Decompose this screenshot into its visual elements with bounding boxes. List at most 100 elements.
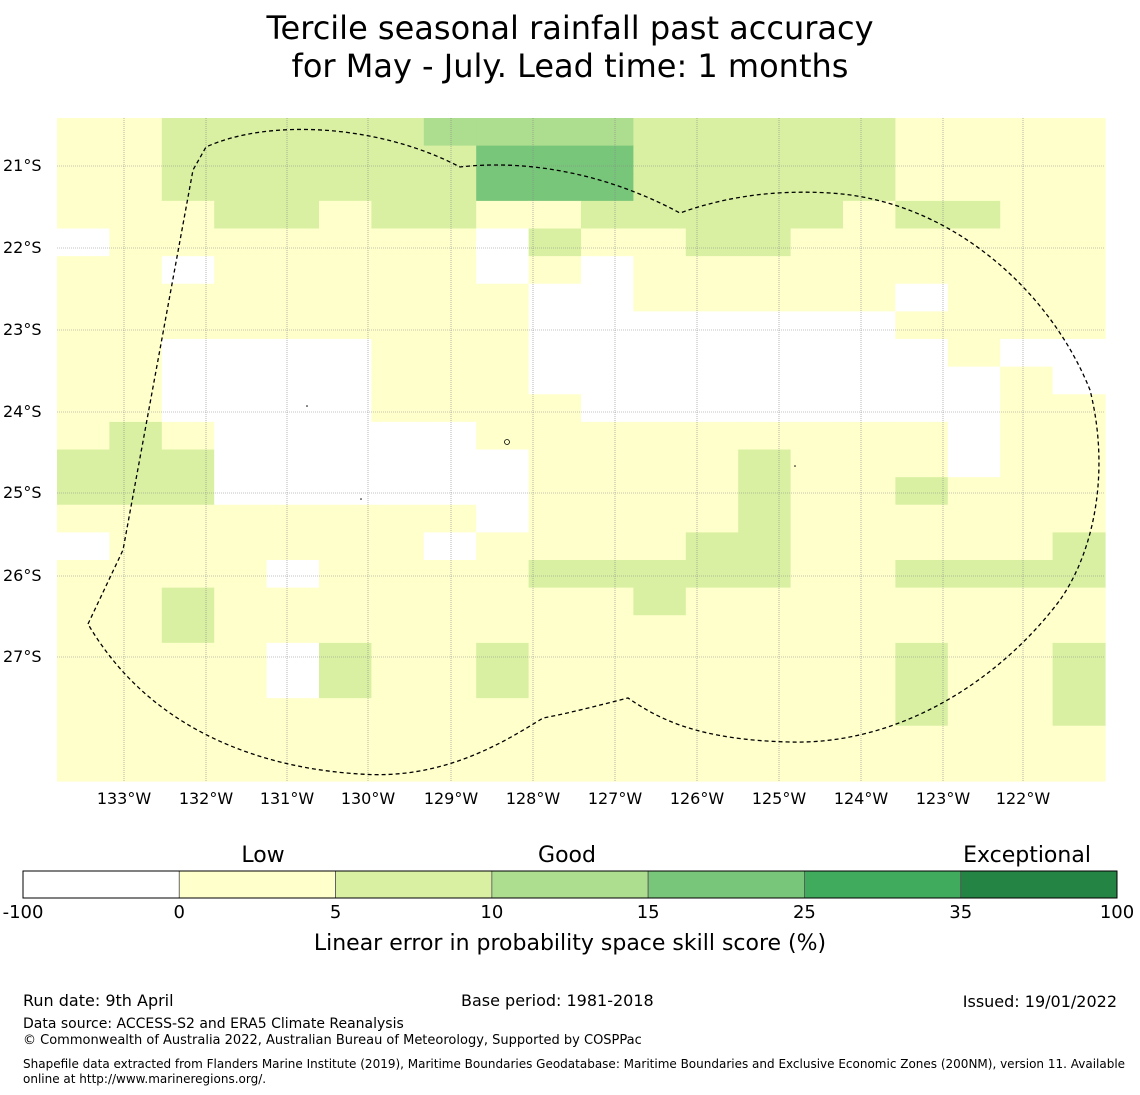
grid-cell [57, 228, 110, 257]
grid-cell [476, 366, 530, 395]
grid-cell [109, 200, 163, 230]
grid-cell [319, 504, 372, 533]
grid-cell [790, 477, 844, 506]
latitude-label: 24°S [3, 402, 42, 421]
grid-cell [161, 394, 215, 423]
grid-cell [790, 311, 844, 340]
grid-cell [161, 339, 215, 368]
grid-cell [476, 394, 530, 423]
grid-cell [581, 339, 634, 368]
grid-cell [214, 477, 268, 506]
grid-cell [266, 366, 320, 395]
grid-cell [685, 670, 739, 699]
graticule-lines [57, 118, 1105, 781]
grid-cell [895, 504, 949, 533]
grid-cell [319, 670, 372, 699]
grid-cell [423, 421, 477, 451]
grid-cell [161, 200, 215, 230]
grid-cell [528, 504, 582, 533]
grid-cell [476, 311, 530, 340]
grid-cell [947, 504, 1001, 533]
grid-cell [266, 283, 320, 312]
grid-cell [1052, 670, 1106, 699]
shapefile-note: Shapefile data extracted from Flanders M… [23, 1057, 1126, 1086]
grid-cell [214, 118, 268, 147]
grid-cell [109, 256, 163, 285]
grid-cell [895, 311, 949, 340]
grid-cell [947, 698, 1001, 727]
grid-cell [843, 366, 896, 395]
colorbar-segment [647, 870, 805, 899]
grid-cell [843, 615, 896, 644]
grid-cell [1052, 587, 1106, 616]
grid-cell [685, 560, 739, 589]
grid-cell [843, 477, 896, 506]
grid-cell [790, 394, 844, 423]
grid-cell [738, 283, 792, 312]
grid-cell [319, 477, 372, 506]
grid-cell [161, 421, 215, 451]
grid-cell [371, 366, 425, 395]
grid-cell [581, 256, 634, 285]
grid-cell [319, 366, 372, 395]
latitude-label: 22°S [3, 238, 42, 257]
longitude-label: 123°W [915, 789, 971, 808]
grid-cell [266, 504, 320, 533]
grid-cell [57, 504, 110, 533]
grid-cell [423, 311, 477, 340]
grid-cell [895, 118, 949, 147]
grid-cell [57, 366, 110, 395]
grid-cell [738, 698, 792, 727]
grid-cell [476, 753, 530, 782]
grid-cell [57, 145, 110, 174]
grid-cell [423, 118, 477, 147]
grid-cell [895, 421, 949, 451]
grid-cell [319, 339, 372, 368]
grid-cell [633, 256, 687, 285]
grid-cell [843, 670, 896, 699]
grid-cell [947, 311, 1001, 340]
grid-cell [109, 560, 163, 589]
grid-cell [214, 283, 268, 312]
grid-cell [109, 698, 163, 727]
grid-cell [109, 753, 163, 782]
grid-cell [161, 477, 215, 506]
colorbar-tick-label: 25 [792, 902, 816, 923]
grid-cell [214, 228, 268, 257]
grid-cell [790, 449, 844, 478]
grid-cell [843, 118, 896, 147]
latitude-label: 26°S [3, 566, 42, 585]
grid-cell [109, 587, 163, 616]
grid-cell [738, 366, 792, 395]
grid-cell [214, 698, 268, 727]
grid-cell [843, 725, 896, 754]
grid-cell [581, 698, 634, 727]
grid-cell [266, 421, 320, 451]
grid-cell [476, 339, 530, 368]
grid-cell [109, 421, 163, 451]
grid-cell [1052, 366, 1106, 395]
grid-cell [319, 421, 372, 451]
grid-cell [109, 615, 163, 644]
grid-cell [423, 256, 477, 285]
grid-cell [738, 587, 792, 616]
grid-cell [423, 725, 477, 754]
latitude-label: 21°S [3, 156, 42, 175]
grid-cell [790, 504, 844, 533]
grid-cell [790, 366, 844, 395]
grid-cell [895, 698, 949, 727]
grid-cell [1000, 504, 1054, 533]
colorbar [22, 870, 1118, 899]
grid-cell [685, 283, 739, 312]
grid-cell [790, 228, 844, 257]
skill-grid-cells [57, 118, 1106, 782]
grid-cell [371, 256, 425, 285]
grid-cell [266, 753, 320, 782]
grid-cell [1052, 394, 1106, 423]
grid-cell [528, 200, 582, 230]
grid-cell [371, 173, 425, 202]
grid-cell [423, 173, 477, 202]
grid-cell [214, 256, 268, 285]
grid-cell [319, 145, 372, 174]
grid-cell [57, 421, 110, 451]
